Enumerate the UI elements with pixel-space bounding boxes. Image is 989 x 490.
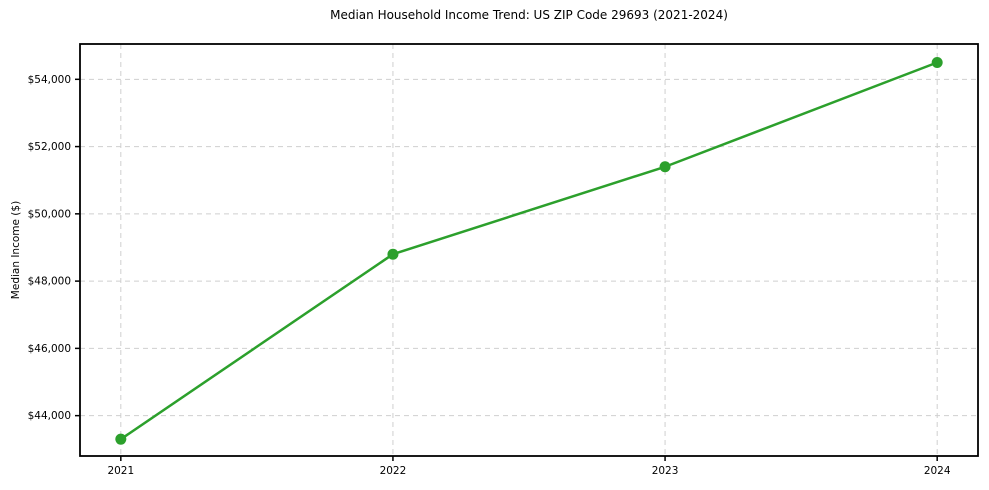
data-point-2023: [659, 161, 671, 173]
x-tick-label: 2024: [924, 465, 951, 477]
income-trend-line: [119, 61, 939, 441]
y-tick-label: $52,000: [28, 141, 71, 153]
y-tick-label: $44,000: [28, 410, 71, 422]
chart-title: Median Household Income Trend: US ZIP Co…: [330, 8, 728, 22]
data-point-2021: [115, 433, 127, 445]
x-tick-label: 2023: [652, 465, 679, 477]
data-point-2024: [931, 56, 943, 68]
x-tick-label: 2021: [107, 465, 134, 477]
y-tick-label: $48,000: [28, 276, 71, 288]
y-tick-label: $54,000: [28, 74, 71, 86]
y-tick-label: $46,000: [28, 343, 71, 355]
y-tick-label: $50,000: [28, 208, 71, 220]
plot-border: [79, 43, 979, 457]
x-tick-label: 2022: [380, 465, 407, 477]
data-point-2022: [387, 248, 399, 260]
